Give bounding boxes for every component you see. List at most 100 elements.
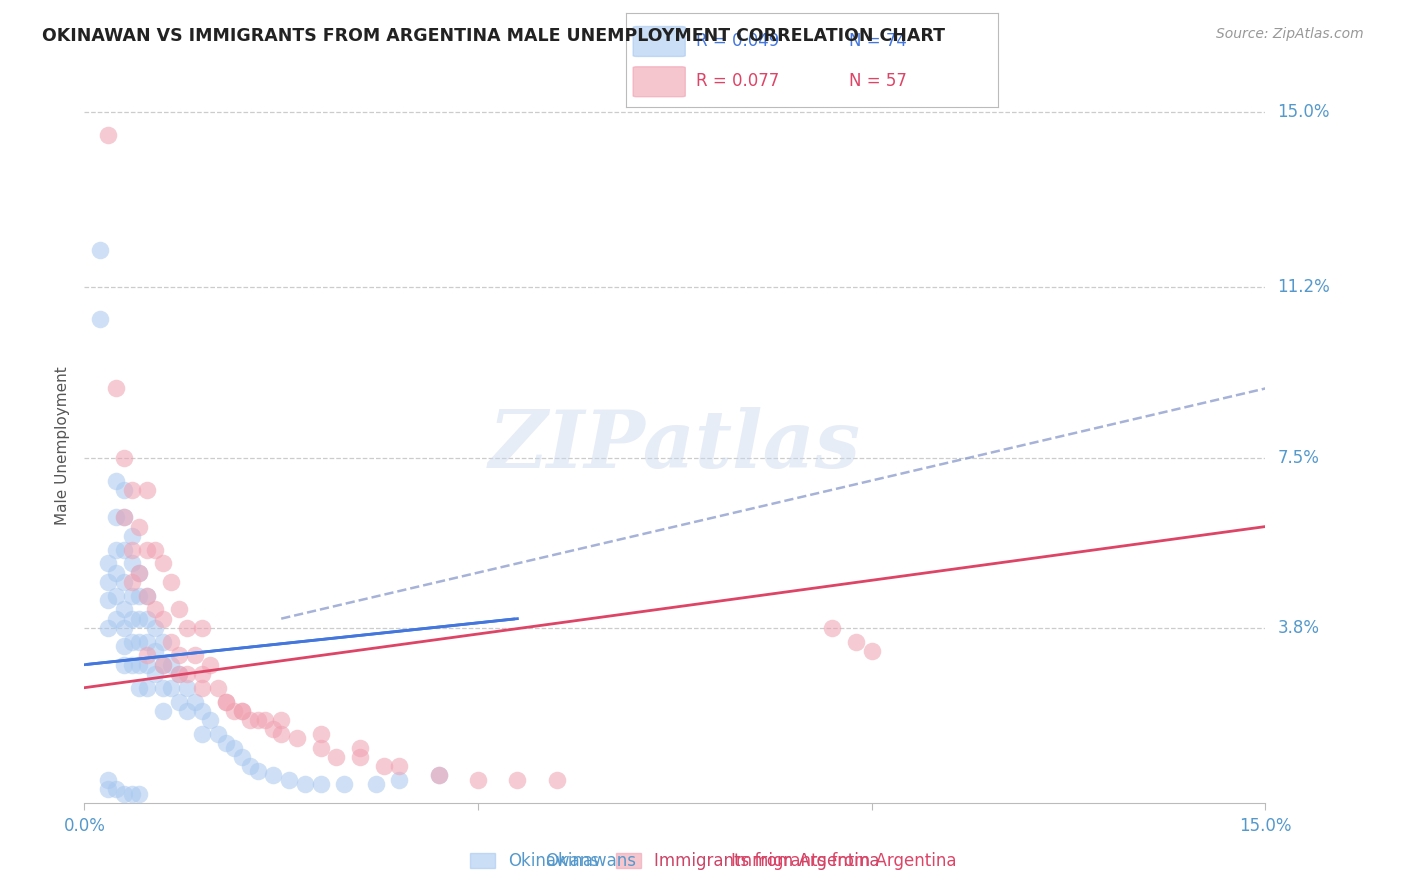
Point: [121, 787, 143, 801]
Text: Okinawans: Okinawans: [546, 852, 636, 870]
Point: [136, 634, 159, 648]
Point: [152, 681, 174, 695]
Legend: Okinawans, Immigrants from Argentina: Okinawans, Immigrants from Argentina: [464, 846, 886, 877]
Point: [136, 589, 159, 603]
Point: [309, 727, 332, 741]
Point: [121, 657, 143, 672]
Point: [97, 574, 120, 589]
Text: N = 74: N = 74: [849, 32, 907, 51]
FancyBboxPatch shape: [633, 67, 685, 96]
Point: [160, 681, 183, 695]
Point: [128, 787, 150, 801]
Point: [97, 557, 120, 571]
Point: [191, 666, 214, 681]
Point: [128, 519, 150, 533]
Point: [136, 657, 159, 672]
Point: [128, 612, 150, 626]
Text: 15.0%: 15.0%: [1277, 103, 1330, 121]
Point: [270, 713, 292, 727]
Point: [222, 740, 245, 755]
Point: [176, 681, 198, 695]
Point: [97, 772, 120, 787]
Point: [152, 612, 174, 626]
Point: [183, 694, 205, 708]
Point: [128, 589, 150, 603]
Point: [152, 704, 174, 718]
Point: [112, 542, 135, 557]
Point: [136, 681, 159, 695]
Point: [136, 483, 159, 497]
Point: [200, 713, 222, 727]
Point: [112, 621, 135, 635]
Point: [143, 602, 166, 616]
Point: [183, 648, 205, 663]
Point: [143, 666, 166, 681]
FancyBboxPatch shape: [633, 27, 685, 56]
Point: [364, 777, 387, 791]
Point: [278, 772, 301, 787]
Point: [121, 634, 143, 648]
Point: [112, 574, 135, 589]
Point: [112, 640, 135, 654]
Point: [136, 648, 159, 663]
Point: [231, 704, 253, 718]
Point: [231, 704, 253, 718]
Point: [112, 450, 135, 465]
Text: N = 57: N = 57: [849, 72, 907, 90]
Point: [215, 736, 238, 750]
Point: [104, 589, 127, 603]
Point: [152, 634, 174, 648]
Point: [467, 772, 489, 787]
Point: [191, 681, 214, 695]
Point: [167, 666, 190, 681]
Point: [207, 681, 229, 695]
Point: [128, 657, 150, 672]
Point: [349, 749, 371, 764]
Point: [254, 713, 277, 727]
Point: [136, 542, 159, 557]
Point: [246, 764, 269, 778]
Point: [176, 704, 198, 718]
Point: [167, 602, 190, 616]
Point: [128, 634, 150, 648]
Point: [191, 704, 214, 718]
Point: [104, 474, 127, 488]
Point: [246, 713, 269, 727]
Point: [104, 381, 127, 395]
Point: [191, 621, 214, 635]
Text: R = 0.077: R = 0.077: [696, 72, 780, 90]
Point: [112, 510, 135, 524]
Point: [821, 621, 844, 635]
Point: [104, 612, 127, 626]
Point: [176, 621, 198, 635]
Point: [143, 621, 166, 635]
Point: [121, 574, 143, 589]
Point: [121, 542, 143, 557]
Point: [160, 634, 183, 648]
Text: OKINAWAN VS IMMIGRANTS FROM ARGENTINA MALE UNEMPLOYMENT CORRELATION CHART: OKINAWAN VS IMMIGRANTS FROM ARGENTINA MA…: [42, 27, 945, 45]
Point: [143, 644, 166, 658]
Point: [121, 529, 143, 543]
Point: [262, 768, 284, 782]
Point: [97, 782, 120, 797]
Point: [262, 722, 284, 736]
Point: [152, 557, 174, 571]
Point: [121, 589, 143, 603]
Point: [136, 589, 159, 603]
Text: Source: ZipAtlas.com: Source: ZipAtlas.com: [1216, 27, 1364, 41]
Point: [294, 777, 316, 791]
Point: [388, 772, 411, 787]
Point: [167, 666, 190, 681]
Point: [143, 542, 166, 557]
Point: [270, 727, 292, 741]
Point: [128, 566, 150, 580]
Point: [427, 768, 450, 782]
Point: [112, 787, 135, 801]
Point: [97, 593, 120, 607]
Point: [152, 657, 174, 672]
Point: [128, 681, 150, 695]
Point: [160, 657, 183, 672]
Point: [207, 727, 229, 741]
Point: [104, 510, 127, 524]
Point: [285, 731, 308, 746]
